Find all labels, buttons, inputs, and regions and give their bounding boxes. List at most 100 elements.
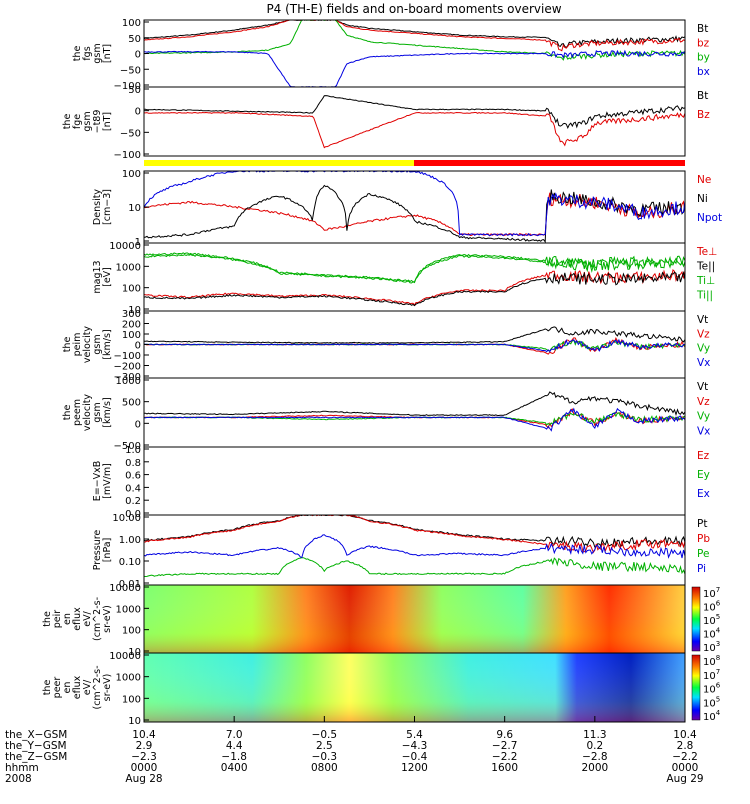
- x-axis-x-label: −0.5: [312, 729, 338, 741]
- series-line-bt: [144, 20, 685, 49]
- y-tick-label: 0.2: [125, 496, 141, 507]
- x-axis-y-label: 2.8: [677, 740, 694, 752]
- x-axis-y-label: 2.5: [316, 740, 333, 752]
- y-axis-label: peem: [72, 399, 83, 426]
- y-axis-label: gsm: [92, 334, 103, 354]
- x-axis-row-label: hhmm: [5, 762, 39, 774]
- y-axis-label: peim: [72, 333, 83, 357]
- legend-entry: Ti||: [696, 290, 713, 302]
- y-axis-label: [nT]: [102, 44, 113, 63]
- series-line-te: [144, 269, 685, 306]
- y-axis-label: sr-eV): [102, 674, 113, 702]
- y-tick-label: 0.0: [125, 509, 141, 520]
- y-tick-label: 1: [135, 237, 141, 248]
- legend-entry: Vx: [697, 357, 710, 369]
- colorbar-tick-label: 104: [703, 709, 721, 723]
- y-tick-label: −50: [120, 128, 141, 139]
- x-axis-z-label: −1.8: [221, 751, 247, 763]
- x-axis-x-label: 11.3: [583, 729, 606, 741]
- legend-entry: Vz: [697, 396, 710, 408]
- legend-entry: bx: [697, 66, 710, 78]
- y-tick-label: 0: [135, 419, 141, 430]
- series-line-ne: [144, 192, 685, 237]
- x-axis-x-label: 7.0: [226, 729, 243, 741]
- y-tick-label: 500: [122, 398, 141, 409]
- y-axis-label: the: [62, 337, 73, 353]
- y-axis-label: [mV/m]: [102, 463, 113, 499]
- y-axis-label: en: [62, 613, 73, 625]
- panel-3: 100 10 1 Density [cm−3] Ne Ni Npot: [92, 169, 722, 248]
- y-tick-label: 100: [122, 626, 141, 637]
- mode-bar-red: [414, 160, 685, 166]
- x-axis-x-label: 5.4: [406, 729, 423, 741]
- y-axis-label: fgs: [82, 46, 93, 60]
- y-axis-label: (cm^2-s-: [92, 597, 103, 641]
- y-axis-label: [km/s]: [102, 329, 113, 359]
- panel-frame: [143, 446, 686, 516]
- y-axis-label: the: [42, 611, 53, 627]
- series-line-by: [144, 20, 685, 61]
- y-tick-label: 100: [122, 169, 141, 180]
- x-axis-date-label: Aug 28: [125, 773, 162, 785]
- y-tick-label: 100: [122, 330, 141, 341]
- legend-entry: Pt: [697, 518, 707, 530]
- x-axis-x-label: 9.6: [496, 729, 513, 741]
- colorbar-tick-label: 104: [703, 627, 721, 641]
- colorbar-tick-label: 106: [703, 682, 721, 696]
- legend-entry: by: [697, 52, 710, 64]
- x-axis-z-label: −2.2: [672, 751, 698, 763]
- y-tick-label: −300: [114, 372, 141, 383]
- colorbar: [691, 654, 701, 721]
- series-line-vt: [144, 391, 685, 417]
- colorbar: [691, 586, 701, 652]
- y-tick-label: 300: [122, 309, 141, 320]
- y-axis-label: gsm: [92, 402, 103, 422]
- y-tick-label: 10000: [109, 241, 141, 252]
- y-tick-label: 100: [122, 18, 141, 29]
- series-line-bz: [144, 111, 685, 149]
- y-axis-label: Pressure: [92, 530, 103, 571]
- x-axis-hhmm-label: 0000: [131, 762, 158, 774]
- x-axis-z-label: −2.3: [131, 751, 157, 763]
- legend-entry: Ni: [697, 193, 708, 205]
- series-line-vx: [144, 338, 685, 353]
- mode-bar-yellow: [144, 160, 414, 166]
- legend-entry: Ne: [697, 174, 711, 186]
- y-tick-label: −100: [114, 351, 141, 362]
- y-tick-label: 0.8: [125, 458, 141, 469]
- x-axis-hhmm-label: 1200: [401, 762, 428, 774]
- spectrogram-shading: [144, 653, 685, 722]
- series-line-pe: [144, 557, 685, 578]
- legend-entry: Vt: [697, 381, 708, 393]
- legend-entry: Pi: [697, 563, 706, 575]
- y-tick-label: 100: [122, 284, 141, 295]
- legend-entry: Ez: [697, 450, 710, 462]
- y-tick-label: −500: [114, 441, 141, 452]
- colorbar-tick-label: 108: [703, 654, 720, 668]
- y-tick-label: −50: [120, 65, 141, 76]
- y-axis-label: mag13: [92, 260, 103, 293]
- y-tick-label: 0.10: [119, 557, 141, 568]
- legend-entry: Bt: [697, 90, 708, 102]
- y-axis-label: eV/: [82, 679, 93, 695]
- y-tick-label: −100: [114, 150, 141, 161]
- colorbar-tick-label: 107: [703, 586, 720, 600]
- page-title: P4 (TH-E) fields and on-board moments ov…: [266, 2, 561, 16]
- x-axis-y-label: 2.9: [136, 740, 153, 752]
- legend-entry: Pe: [697, 548, 709, 560]
- panel-6: 1000 500 0 −500 the peem velocity gsm [km/s] Vt Vz…: [62, 376, 710, 452]
- series-line-vt: [144, 326, 685, 344]
- y-tick-label: 0.01: [119, 579, 141, 590]
- y-tick-label: 0: [135, 341, 141, 352]
- y-axis-label: the: [62, 405, 73, 421]
- legend-entry: Vt: [697, 314, 708, 326]
- y-axis-label: the: [62, 114, 73, 130]
- y-tick-label: 1000: [116, 262, 141, 273]
- panel-frame: [143, 377, 686, 448]
- y-tick-label: 1.0: [125, 445, 141, 456]
- y-axis-label: the: [42, 680, 53, 696]
- colorbar-tick-label: 105: [703, 695, 720, 709]
